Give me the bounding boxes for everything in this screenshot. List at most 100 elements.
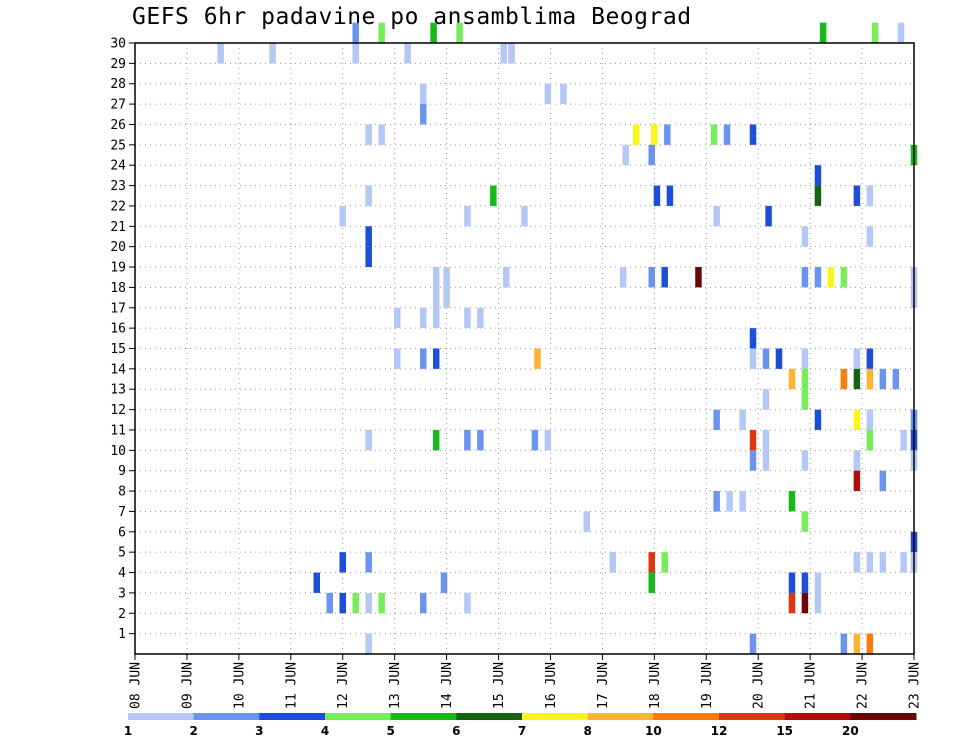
precip-cell xyxy=(653,185,661,206)
precip-cell xyxy=(892,368,900,390)
precip-cell xyxy=(801,389,809,410)
precip-cell xyxy=(866,226,874,247)
precip-cell xyxy=(840,267,848,288)
precip-cell xyxy=(326,592,333,614)
colorbar-swatch xyxy=(784,713,851,720)
x-tick-label: 23 JUN xyxy=(908,662,923,709)
x-tick-label: 21 JUN xyxy=(804,662,819,709)
precip-cell xyxy=(853,470,861,492)
precip-cell xyxy=(879,368,887,390)
precip-cell xyxy=(749,124,757,145)
precip-cell xyxy=(814,572,822,593)
y-tick-label: 28 xyxy=(110,77,126,92)
precip-cell xyxy=(713,409,720,430)
precip-cell xyxy=(801,348,809,369)
precip-cell xyxy=(801,368,809,390)
precip-cell xyxy=(879,552,887,573)
precip-cell xyxy=(500,43,507,64)
precip-cell xyxy=(464,205,471,227)
x-tick-label: 16 JUN xyxy=(544,662,559,709)
y-axis: 1234567891011121314151617181920212223242… xyxy=(110,37,135,642)
precip-cell xyxy=(853,409,861,430)
y-tick-label: 13 xyxy=(110,383,126,398)
precip-cell xyxy=(801,572,809,593)
precip-cell xyxy=(609,552,617,573)
precip-cell xyxy=(814,165,822,186)
precip-cell xyxy=(531,429,539,451)
precip-cell xyxy=(365,552,372,573)
precip-cell xyxy=(866,552,874,573)
y-tick-label: 5 xyxy=(118,546,126,561)
precip-cell xyxy=(404,43,411,64)
precip-cell xyxy=(819,22,827,43)
colorbar-swatch xyxy=(390,713,457,720)
precip-cell xyxy=(762,429,770,451)
y-tick-label: 11 xyxy=(110,423,126,438)
y-tick-label: 7 xyxy=(118,505,126,520)
precip-cell xyxy=(739,409,746,430)
precip-cell xyxy=(378,592,385,614)
precip-cell xyxy=(713,205,720,227)
y-tick-label: 27 xyxy=(110,98,126,113)
y-tick-label: 15 xyxy=(110,342,126,357)
precip-cell xyxy=(788,491,796,512)
precip-cell xyxy=(440,572,448,593)
colorbar-legend: 1 2 3 4 5 6 7 8 10 12 15 20 xyxy=(124,713,917,738)
precip-cell xyxy=(394,307,401,329)
precip-cell xyxy=(419,592,427,614)
precip-cell xyxy=(464,307,471,329)
precip-cell xyxy=(840,633,848,654)
x-tick-label: 17 JUN xyxy=(596,662,611,709)
precip-cell xyxy=(765,205,772,227)
precip-cell xyxy=(464,592,471,614)
precip-cell xyxy=(648,267,655,288)
y-tick-label: 1 xyxy=(118,627,126,642)
y-tick-label: 10 xyxy=(110,444,126,459)
precip-cell xyxy=(801,267,809,288)
precip-cells xyxy=(217,22,918,654)
colorbar-label: 15 xyxy=(776,724,793,738)
y-tick-label: 18 xyxy=(110,281,126,296)
precip-cell xyxy=(695,267,702,288)
precip-cell xyxy=(443,267,450,288)
precip-cell xyxy=(365,246,372,268)
precip-cell xyxy=(521,205,528,227)
precip-cell xyxy=(313,572,321,593)
precip-cell xyxy=(648,144,655,166)
precip-cell xyxy=(814,409,822,430)
precip-cell xyxy=(339,592,346,614)
precip-cell xyxy=(866,429,874,451)
y-tick-label: 29 xyxy=(110,57,126,72)
precip-cell xyxy=(464,429,471,451)
precip-cell xyxy=(352,22,359,43)
precip-cell xyxy=(419,104,427,125)
precip-cell xyxy=(726,491,733,512)
y-tick-label: 2 xyxy=(118,607,126,622)
precip-cell xyxy=(352,592,359,614)
precip-cell xyxy=(339,552,346,573)
precip-cell xyxy=(900,429,907,451)
colorbar-swatch xyxy=(850,713,917,720)
precip-cell xyxy=(853,185,861,206)
precip-cell xyxy=(749,429,757,451)
precip-cell xyxy=(871,22,879,43)
plot-frame xyxy=(134,42,915,655)
precip-cell xyxy=(775,348,783,369)
precip-cell xyxy=(739,491,746,512)
x-tick-label: 14 JUN xyxy=(440,662,455,709)
precip-cell xyxy=(490,185,497,206)
precip-cell xyxy=(269,43,276,64)
precip-cell xyxy=(432,307,440,329)
colorbar-swatch xyxy=(719,713,786,720)
precip-cell xyxy=(801,511,809,532)
colorbar-swatch xyxy=(587,713,654,720)
precip-cell xyxy=(477,429,484,451)
precip-cell xyxy=(749,450,757,471)
precip-cell xyxy=(560,83,567,105)
x-tick-label: 20 JUN xyxy=(752,662,767,709)
precip-cell xyxy=(710,124,718,145)
precip-cell xyxy=(430,22,437,43)
colorbar-label: 4 xyxy=(321,724,329,738)
colorbar-swatch xyxy=(128,713,195,720)
